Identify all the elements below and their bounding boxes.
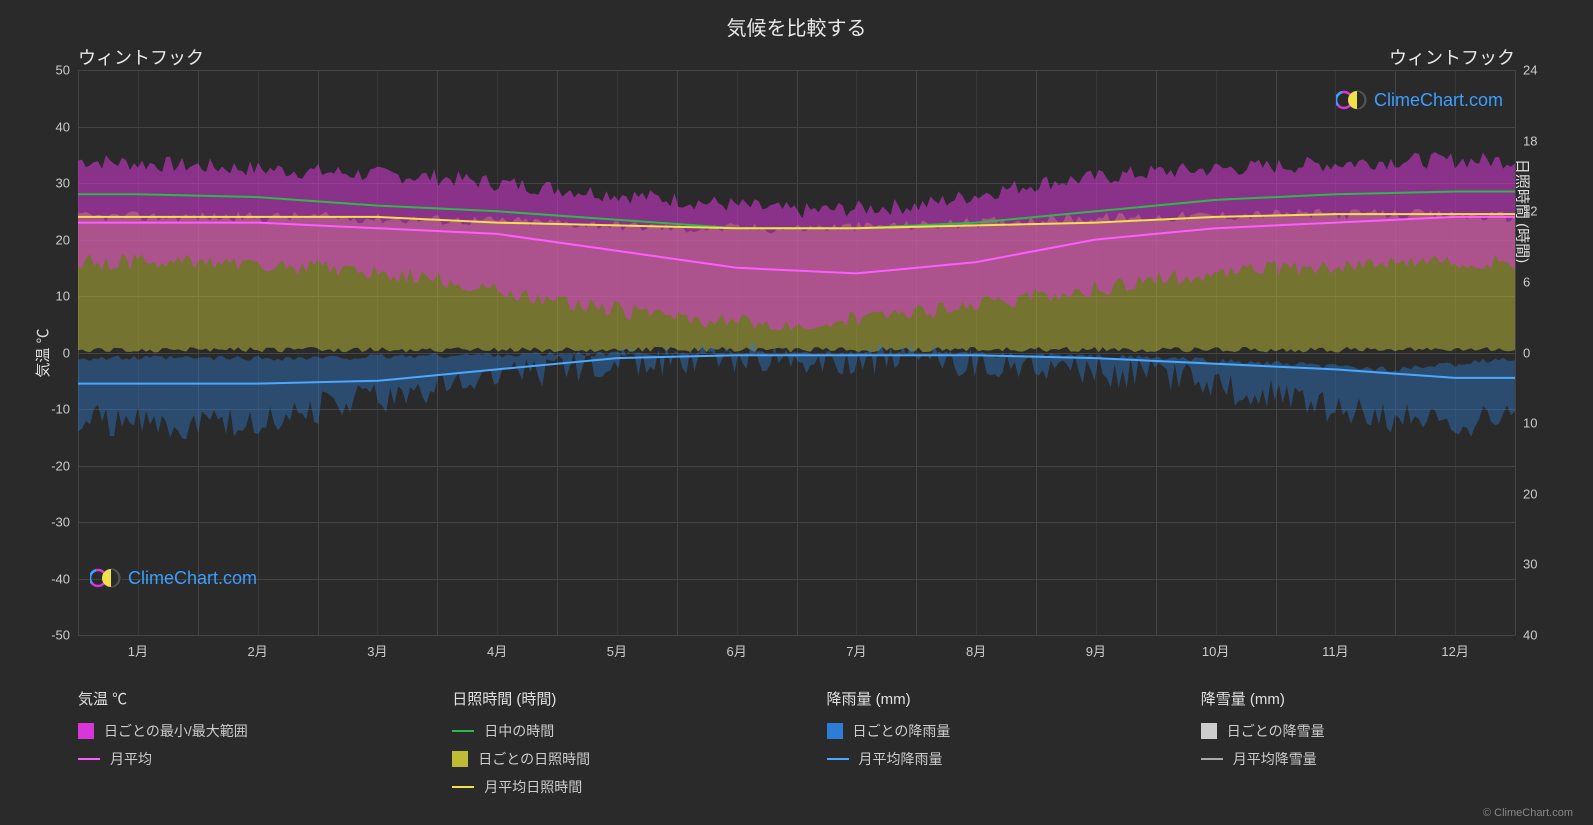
legend-group: 降雪量 (mm) 日ごとの降雪量月平均降雪量 xyxy=(1201,688,1515,805)
y-tick-left: 20 xyxy=(56,232,70,247)
legend-item: 日ごとの日照時間 xyxy=(452,749,766,769)
y-axis-left-label: 気温 ℃ xyxy=(32,328,53,377)
legend-item-label: 日ごとの日照時間 xyxy=(478,749,590,769)
copyright: © ClimeChart.com xyxy=(1483,807,1573,819)
x-axis: 1月 2月 3月 4月 5月 6月 7月 8月 9月 10月 11月 12月 xyxy=(78,635,1515,665)
legend-item-label: 月平均降雪量 xyxy=(1233,749,1317,769)
legend-item: 日ごとの最小/最大範囲 xyxy=(78,721,392,741)
y-tick-left: -50 xyxy=(51,628,70,643)
legend-group: 降雨量 (mm) 日ごとの降雨量月平均降雨量 xyxy=(827,688,1141,805)
legend-item: 月平均 xyxy=(78,749,392,769)
y-tick-left: 10 xyxy=(56,289,70,304)
x-tick-month: 12月 xyxy=(1441,641,1468,660)
y-tick-right-bottom: 40 xyxy=(1523,628,1537,643)
legend-item-label: 日ごとの降雪量 xyxy=(1227,721,1325,741)
y-tick-right-bottom: 30 xyxy=(1523,557,1537,572)
legend-line-icon xyxy=(78,758,100,760)
climechart-logo-icon xyxy=(1336,88,1368,112)
y-axis-left: 気温 ℃ -50-40-30-20-1001020304050 xyxy=(0,70,78,635)
y-tick-left: 40 xyxy=(56,119,70,134)
x-tick-month: 3月 xyxy=(367,641,387,660)
gridline-v xyxy=(1515,70,1516,635)
legend-item-label: 月平均 xyxy=(110,749,152,769)
legend-item-label: 日中の時間 xyxy=(484,721,554,741)
watermark: ClimeChart.com xyxy=(1336,88,1503,112)
watermark: ClimeChart.com xyxy=(90,566,257,590)
x-tick-month: 9月 xyxy=(1086,641,1106,660)
legend-item-label: 日ごとの降雨量 xyxy=(853,721,951,741)
y-tick-right-top: 0 xyxy=(1523,345,1530,360)
location-label-right: ウィントフック xyxy=(1389,44,1515,70)
legend-item-label: 月平均降雨量 xyxy=(859,749,943,769)
x-tick-month: 10月 xyxy=(1202,641,1229,660)
chart-title: 気候を比較する xyxy=(0,0,1593,41)
y-tick-right-top: 6 xyxy=(1523,274,1530,289)
x-tick-month: 7月 xyxy=(846,641,866,660)
watermark-text: ClimeChart.com xyxy=(1374,90,1503,111)
legend-line-icon xyxy=(827,758,849,760)
y-tick-right-top: 12 xyxy=(1523,204,1537,219)
y-tick-left: -10 xyxy=(51,402,70,417)
legend-swatch-icon xyxy=(1201,723,1217,739)
legend-swatch-icon xyxy=(78,723,94,739)
legend-group: 日照時間 (時間) 日中の時間日ごとの日照時間月平均日照時間 xyxy=(452,688,766,805)
y-tick-left: 30 xyxy=(56,176,70,191)
x-tick-month: 5月 xyxy=(607,641,627,660)
x-tick-month: 2月 xyxy=(248,641,268,660)
y-tick-left: -40 xyxy=(51,571,70,586)
legend-group-title: 気温 ℃ xyxy=(78,688,392,709)
climechart-logo-icon xyxy=(90,566,122,590)
legend-swatch-icon xyxy=(452,751,468,767)
legend: 気温 ℃ 日ごとの最小/最大範囲月平均 日照時間 (時間) 日中の時間日ごとの日照時間… xyxy=(78,688,1515,805)
legend-line-icon xyxy=(1201,758,1223,760)
y-tick-left: 50 xyxy=(56,63,70,78)
legend-item: 月平均日照時間 xyxy=(452,777,766,797)
legend-group-title: 降雪量 (mm) xyxy=(1201,688,1515,709)
y-tick-left: -30 xyxy=(51,515,70,530)
legend-swatch-icon xyxy=(827,723,843,739)
legend-line-icon xyxy=(452,786,474,788)
legend-item: 月平均降雨量 xyxy=(827,749,1141,769)
y-tick-right-top: 18 xyxy=(1523,133,1537,148)
x-tick-month: 8月 xyxy=(966,641,986,660)
legend-item: 日ごとの降雨量 xyxy=(827,721,1141,741)
plot-area: ClimeChart.com ClimeChart.com xyxy=(78,70,1515,635)
legend-item-label: 日ごとの最小/最大範囲 xyxy=(104,721,248,741)
legend-group-title: 日照時間 (時間) xyxy=(452,688,766,709)
y-tick-right-top: 24 xyxy=(1523,63,1537,78)
legend-line-icon xyxy=(452,730,474,732)
y-tick-left: 0 xyxy=(63,345,70,360)
y-tick-right-bottom: 20 xyxy=(1523,486,1537,501)
climate-chart-container: 気候を比較する ウィントフック ウィントフック 気温 ℃ -50 -40 -30 -2… xyxy=(0,0,1593,825)
x-tick-month: 4月 xyxy=(487,641,507,660)
y-axis-right: 日照時間 (時間) 降雨量 / 降雪量 (mm) 061218241020304… xyxy=(1515,70,1593,635)
legend-item: 日中の時間 xyxy=(452,721,766,741)
legend-item: 月平均降雪量 xyxy=(1201,749,1515,769)
watermark-text: ClimeChart.com xyxy=(128,568,257,589)
legend-item: 日ごとの降雪量 xyxy=(1201,721,1515,741)
legend-group-title: 降雨量 (mm) xyxy=(827,688,1141,709)
x-tick-month: 1月 xyxy=(128,641,148,660)
location-label-left: ウィントフック xyxy=(78,44,204,70)
legend-group: 気温 ℃ 日ごとの最小/最大範囲月平均 xyxy=(78,688,392,805)
y-tick-left: -20 xyxy=(51,458,70,473)
y-tick-right-bottom: 10 xyxy=(1523,416,1537,431)
x-tick-month: 6月 xyxy=(727,641,747,660)
x-tick-month: 11月 xyxy=(1322,641,1349,660)
chart-svg xyxy=(78,70,1515,635)
legend-item-label: 月平均日照時間 xyxy=(484,777,582,797)
